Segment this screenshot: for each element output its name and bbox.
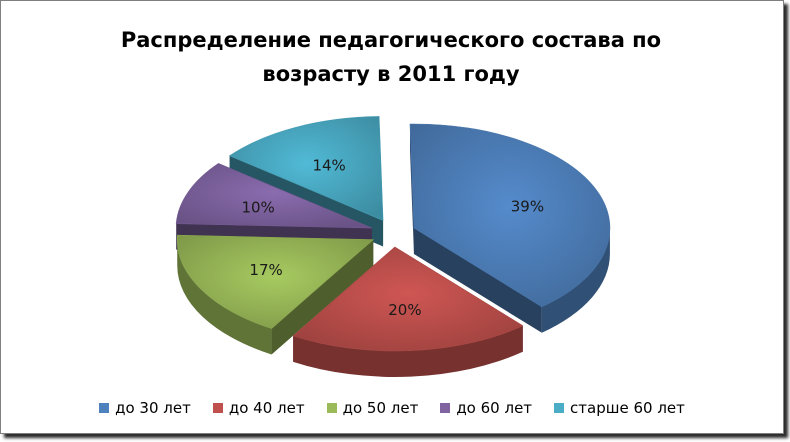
legend-swatch bbox=[99, 403, 110, 413]
pie-slice-side bbox=[177, 239, 272, 355]
pie-slice-side bbox=[293, 325, 523, 377]
legend-item: старше 60 лет bbox=[554, 399, 685, 417]
pie-slice-3 bbox=[176, 234, 375, 329]
legend-item: до 40 лет bbox=[212, 399, 305, 417]
legend-label: до 30 лет bbox=[115, 399, 191, 417]
pie-slice-1 bbox=[409, 123, 611, 308]
chart-area: Распределение педагогического состава по… bbox=[0, 0, 784, 434]
legend-swatch bbox=[212, 403, 223, 413]
pie-chart: 39% 20% 17% 10% 14% bbox=[175, 116, 611, 377]
legend-item: до 30 лет bbox=[99, 399, 191, 417]
legend-swatch bbox=[326, 403, 337, 413]
legend-label: до 40 лет bbox=[228, 399, 305, 417]
pie-slice-group bbox=[292, 246, 524, 377]
legend-swatch bbox=[554, 403, 565, 413]
pie-slice-5 bbox=[228, 116, 384, 221]
legend-label: старше 60 лет bbox=[570, 399, 685, 417]
legend-item: до 50 лет bbox=[326, 399, 419, 417]
legend: до 30 лет до 40 лет до 50 лет до 60 лет стар… bbox=[1, 399, 783, 417]
data-label: 17% bbox=[249, 261, 282, 279]
data-label: 14% bbox=[312, 157, 345, 175]
legend-item: до 60 лет bbox=[440, 399, 532, 417]
legend-label: до 50 лет bbox=[342, 399, 419, 417]
data-label: 20% bbox=[388, 301, 421, 319]
pie-slice-wall bbox=[413, 227, 542, 333]
pie-slice-side bbox=[541, 227, 610, 333]
data-label: 10% bbox=[241, 198, 274, 216]
pie-slice-wall bbox=[271, 239, 374, 355]
legend-swatch bbox=[440, 403, 451, 413]
pie-slice-2 bbox=[292, 246, 524, 352]
chart-title: Распределение педагогического состава по… bbox=[120, 28, 662, 86]
pie-slice-4 bbox=[175, 163, 373, 229]
legend-label: до 60 лет bbox=[456, 399, 533, 417]
data-label: 39% bbox=[511, 198, 544, 216]
pie-slice-group bbox=[409, 123, 611, 333]
pie-slice-group bbox=[176, 234, 375, 355]
